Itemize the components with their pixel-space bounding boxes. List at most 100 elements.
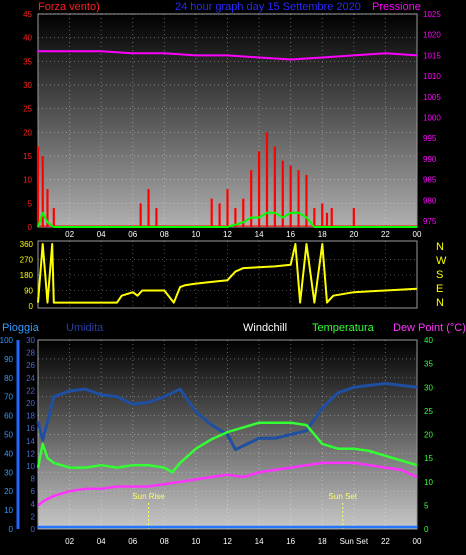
direction-tick-label: 0 xyxy=(29,302,34,311)
compass-letter: N xyxy=(436,241,444,253)
pressure-tick-label: 985 xyxy=(423,176,437,185)
wind-tick-label: 35 xyxy=(23,57,32,66)
rain-tick-label: 0 xyxy=(9,525,14,534)
rain-tick-label: 30 xyxy=(4,468,13,477)
humidity-tick-label: 18 xyxy=(26,412,35,421)
pressure-tick-label: 995 xyxy=(423,134,437,143)
temperature-tick-label: 5 xyxy=(424,501,429,510)
x-tick-label: 18 xyxy=(318,537,327,546)
pressure-line xyxy=(38,50,418,61)
humidity-tick-label: 30 xyxy=(26,336,35,345)
humidity-tick-label: 10 xyxy=(26,462,35,471)
temperature-x-ticks: 02 04 06 08 10 12 14 16 18 Sun Set 22 00 xyxy=(65,537,422,546)
pressure-right-axis-ticks: 975 980 985 990 995 1000 1005 1010 1015 1020 1025 xyxy=(423,10,441,226)
x-tick-label: 22 xyxy=(381,230,390,239)
wind-tick-label: 0 xyxy=(28,223,33,232)
pressure-tick-label: 975 xyxy=(423,217,437,226)
temperature-tick-label: 30 xyxy=(424,383,433,392)
pressure-tick-label: 1015 xyxy=(423,51,441,60)
temperature-series xyxy=(36,382,418,529)
legend-pioggia: Pioggia xyxy=(2,322,40,334)
compass-letter: W xyxy=(436,255,447,267)
x-tick-label: 22 xyxy=(381,537,390,546)
legend-temperatura: Temperatura xyxy=(312,322,375,334)
humidity-line xyxy=(36,382,418,452)
rain-axis-ticks: 0 10 20 30 40 50 60 70 80 90 100 xyxy=(0,336,14,534)
sun-set-label: Sun Set xyxy=(329,492,358,501)
temperature-tick-label: 25 xyxy=(424,407,433,416)
humidity-tick-label: 2 xyxy=(31,512,36,521)
wind-left-axis-ticks: 0 5 10 15 20 25 30 35 40 45 xyxy=(23,10,32,232)
legend-dewpoint: Dew Point (°C) xyxy=(393,322,466,334)
wind-tick-label: 25 xyxy=(23,105,32,114)
x-tick-label: 04 xyxy=(97,230,106,239)
chart-title: 24 hour graph day 15 Settembre 2020 xyxy=(175,1,361,13)
x-tick-label: 12 xyxy=(223,230,232,239)
legend-umidita: Umidita xyxy=(66,322,104,334)
compass-letter: E xyxy=(436,283,443,295)
rain-tick-label: 70 xyxy=(4,393,13,402)
wind-tick-label: 20 xyxy=(23,128,32,137)
x-tick-label: 10 xyxy=(191,230,200,239)
x-tick-label: 02 xyxy=(65,537,74,546)
temperature-tick-label: 0 xyxy=(424,525,429,534)
wind-speed-line xyxy=(37,211,417,228)
x-tick-label: 16 xyxy=(286,537,295,546)
humidity-tick-label: 26 xyxy=(26,361,35,370)
temperature-tick-label: 15 xyxy=(424,454,433,463)
x-tick-label: 16 xyxy=(286,230,295,239)
x-tick-label: 10 xyxy=(191,537,200,546)
humidity-tick-label: 12 xyxy=(26,449,35,458)
pressure-tick-label: 1005 xyxy=(423,93,441,102)
wind-direction-plot-area xyxy=(37,240,418,309)
wind-tick-label: 45 xyxy=(23,10,32,19)
compass-letter: S xyxy=(436,269,443,281)
temperature-tick-label: 40 xyxy=(424,336,433,345)
x-tick-label: 00 xyxy=(413,230,422,239)
humidity-tick-label: 16 xyxy=(26,424,35,433)
dew-point-line xyxy=(37,461,418,507)
temperature-tick-label: 10 xyxy=(424,478,433,487)
humidity-tick-label: 22 xyxy=(26,386,35,395)
pressure-axis-label: Pressione xyxy=(372,1,421,13)
humidity-tick-label: 20 xyxy=(26,399,35,408)
humidity-tick-label: 24 xyxy=(26,374,35,383)
x-tick-label: 14 xyxy=(255,230,264,239)
rain-tick-label: 50 xyxy=(4,431,13,440)
temperature-line xyxy=(36,421,418,474)
direction-tick-label: 180 xyxy=(20,271,34,280)
direction-tick-label: 270 xyxy=(20,256,34,265)
rain-tick-label: 80 xyxy=(4,374,13,383)
direction-tick-label: 360 xyxy=(20,240,34,249)
rain-tick-label: 40 xyxy=(4,449,13,458)
x-tick-label: Sun Set xyxy=(340,537,369,546)
pressure-tick-label: 980 xyxy=(423,196,437,205)
wind-direction-line xyxy=(37,243,418,304)
x-tick-label: 06 xyxy=(128,537,137,546)
rain-tick-label: 100 xyxy=(0,336,14,345)
wind-axis-label: Forza vento) xyxy=(38,1,100,13)
wind-tick-label: 40 xyxy=(23,34,32,43)
humidity-tick-label: 6 xyxy=(31,487,36,496)
pressure-tick-label: 1000 xyxy=(423,114,441,123)
direction-tick-label: 90 xyxy=(24,287,33,296)
sun-markers: Sun Rise Sun Set xyxy=(132,492,358,529)
rain-tick-label: 10 xyxy=(4,506,13,515)
legend-windchill: Windchill xyxy=(243,322,287,334)
wind-pressure-series xyxy=(36,50,418,228)
humidity-tick-label: 4 xyxy=(31,500,36,509)
x-tick-label: 02 xyxy=(65,230,74,239)
x-tick-label: 06 xyxy=(128,230,137,239)
humidity-tick-label: 0 xyxy=(31,525,36,534)
wind-direction-axis-ticks: 0 90 180 270 360 xyxy=(20,240,34,311)
compass-letter: N xyxy=(436,297,444,309)
humidity-tick-label: 14 xyxy=(26,437,35,446)
x-tick-label: 12 xyxy=(223,537,232,546)
temperature-tick-label: 35 xyxy=(424,360,433,369)
x-tick-label: 04 xyxy=(97,537,106,546)
rain-tick-label: 90 xyxy=(4,355,13,364)
pressure-tick-label: 1020 xyxy=(423,31,441,40)
x-tick-label: 08 xyxy=(160,230,169,239)
